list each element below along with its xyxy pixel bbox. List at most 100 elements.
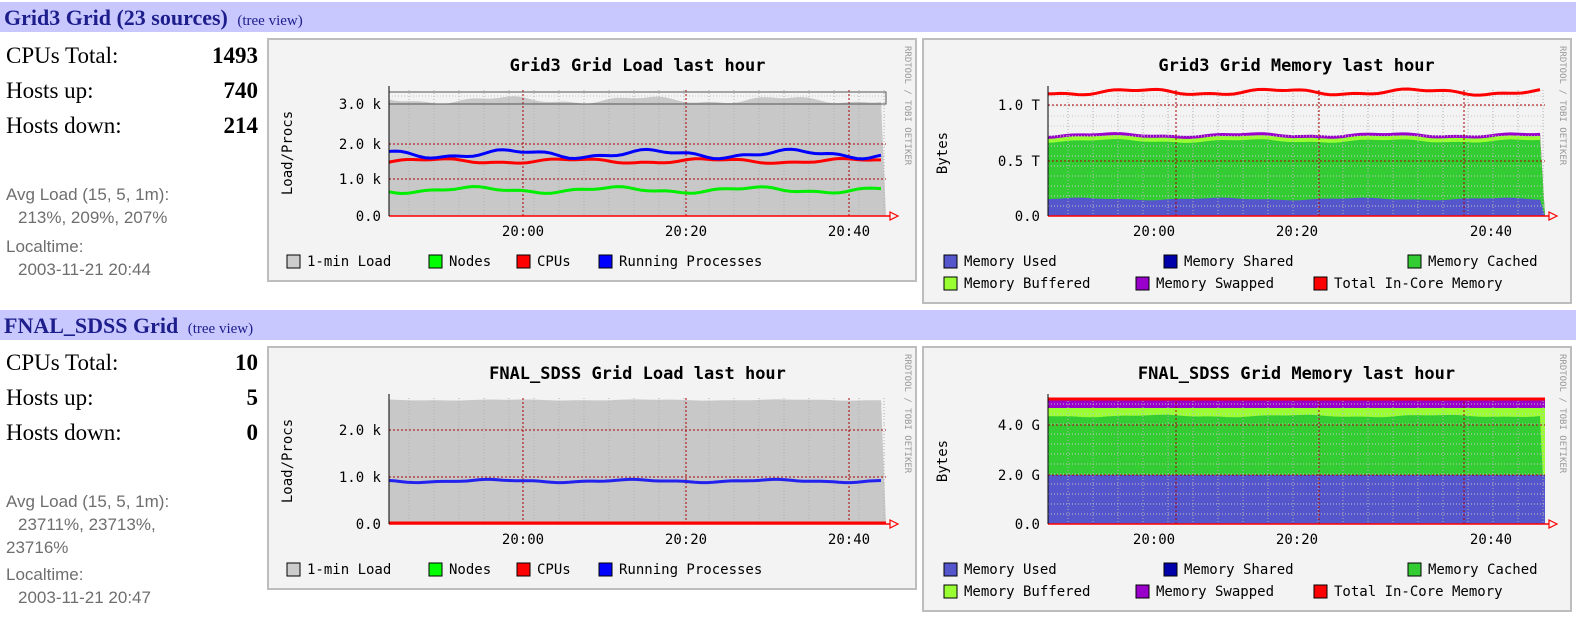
cpus-total-value: 10 xyxy=(235,350,258,375)
x-tick-label: 20:20 xyxy=(1276,532,1318,548)
legend-swatch xyxy=(286,562,301,577)
legend-swatch xyxy=(943,584,958,599)
x-tick-label: 20:00 xyxy=(1133,224,1175,240)
y-tick-label: 0.0 xyxy=(356,517,381,533)
legend-swatch xyxy=(516,562,531,577)
avg-load-value: 213%, 209%, 207% xyxy=(18,208,168,227)
memory-graph[interactable]: Grid3 Grid Memory last hour RRDTOOL / TOB… xyxy=(922,38,1572,304)
nodes-line xyxy=(388,184,882,196)
y-tick-label: 0.0 xyxy=(356,209,381,225)
cpus-total-row: CPUs Total: 10 xyxy=(6,350,258,382)
legend-swatch xyxy=(1313,276,1328,291)
avg-load-label: Avg Load (15, 5, 1m): xyxy=(6,492,170,511)
graph-title: FNAL_SDSS Grid Memory last hour xyxy=(1138,364,1455,384)
y-tick-label: 2.0 G xyxy=(998,468,1040,484)
x-tick-label: 20:40 xyxy=(1470,224,1512,240)
localtime-value: 2003-11-21 20:44 xyxy=(18,260,151,279)
legend-label: Memory Cached xyxy=(1428,254,1538,270)
hosts-down-row: Hosts down: 214 xyxy=(6,113,258,145)
hosts-up-value: 740 xyxy=(223,78,259,103)
legend-label: Memory Shared xyxy=(1184,562,1294,578)
legend-label: Memory Buffered xyxy=(964,584,1090,600)
legend-label: Nodes xyxy=(449,254,491,270)
load-graph[interactable]: Grid3 Grid Load last hour RRDTOOL / TOBI … xyxy=(267,38,917,282)
legend-swatch xyxy=(598,254,613,269)
x-tick-label: 20:20 xyxy=(1276,224,1318,240)
legend-label: CPUs xyxy=(537,562,571,578)
cpus-total-value: 1493 xyxy=(212,43,258,68)
y-tick-label: 3.0 k xyxy=(339,97,382,113)
memory-cached-area xyxy=(1048,139,1545,216)
load-graph-svg: FNAL_SDSS Grid Load last hour RRDTOOL / T… xyxy=(280,354,912,578)
localtime-value: 2003-11-21 20:47 xyxy=(18,588,151,607)
y-tick-label: 1.0 T xyxy=(998,98,1041,114)
grid-name: FNAL_SDSS Grid xyxy=(4,313,179,338)
legend-label: Running Processes xyxy=(619,562,762,578)
y-axis-label: Load/Procs xyxy=(280,419,296,503)
section-header-grid3: Grid3 Grid (23 sources) (tree view) xyxy=(0,2,1576,32)
x-tick-label: 20:40 xyxy=(828,224,870,240)
cpus-total-row: CPUs Total: 1493 xyxy=(6,43,258,75)
x-tick-label: 20:00 xyxy=(502,224,544,240)
legend-label: Memory Used xyxy=(964,254,1057,270)
hosts-up-label: Hosts up: xyxy=(6,78,94,103)
rrdtool-watermark: RRDTOOL / TOBI OETIKER xyxy=(902,46,912,166)
legend-label: Memory Swapped xyxy=(1156,276,1274,292)
legend-label: Running Processes xyxy=(619,254,762,270)
memory-graph[interactable]: FNAL_SDSS Grid Memory last hour RRDTOOL /… xyxy=(922,346,1572,612)
localtime-label: Localtime: xyxy=(6,237,84,256)
tree-view-link[interactable]: (tree view) xyxy=(237,13,303,29)
x-tick-label: 20:00 xyxy=(502,532,544,548)
hosts-down-label: Hosts down: xyxy=(6,113,122,138)
y-tick-label: 4.0 G xyxy=(998,418,1040,434)
legend-label: Memory Used xyxy=(964,562,1057,578)
graph-title: Grid3 Grid Load last hour xyxy=(510,56,766,76)
y-tick-label: 0.5 T xyxy=(998,154,1041,170)
y-axis-label: Bytes xyxy=(935,440,951,482)
y-tick-label: 1.0 k xyxy=(339,172,382,188)
legend-label: Memory Cached xyxy=(1428,562,1538,578)
section-title: FNAL_SDSS Grid (tree view) xyxy=(4,313,253,339)
tree-view-link[interactable]: (tree view) xyxy=(187,321,254,337)
total-in-core-memory-line xyxy=(1047,87,1541,97)
load-graph-svg: Grid3 Grid Load last hour RRDTOOL / TOBI … xyxy=(280,46,912,270)
legend-label: Total In-Core Memory xyxy=(1334,584,1503,600)
legend-swatch xyxy=(943,562,958,577)
legend-swatch xyxy=(1407,254,1422,269)
legend-swatch xyxy=(1135,584,1150,599)
legend-label: Memory Swapped xyxy=(1156,584,1274,600)
legend-label: 1-min Load xyxy=(307,562,391,578)
x-tick-label: 20:20 xyxy=(665,224,707,240)
y-axis-label: Bytes xyxy=(935,132,951,174)
legend-swatch xyxy=(598,562,613,577)
avg-load-value-line1: 23711%, 23713%, xyxy=(18,515,156,534)
memory-graph-svg: FNAL_SDSS Grid Memory last hour RRDTOOL /… xyxy=(935,354,1567,600)
load-graph[interactable]: FNAL_SDSS Grid Load last hour RRDTOOL / T… xyxy=(267,346,917,590)
x-tick-label: 20:40 xyxy=(828,532,870,548)
running-processes-line xyxy=(388,477,882,485)
y-tick-label: 2.0 k xyxy=(339,423,382,439)
legend-label: CPUs xyxy=(537,254,571,270)
y-tick-label: 0.0 xyxy=(1015,209,1040,225)
grid-load-info: Avg Load (15, 5, 1m): 23711%, 23713%, 23… xyxy=(6,490,256,609)
avg-load-label: Avg Load (15, 5, 1m): xyxy=(6,185,170,204)
y-tick-label: 0.0 xyxy=(1015,517,1040,533)
section-title: Grid3 Grid (23 sources) (tree view) xyxy=(4,5,303,31)
x-tick-label: 20:20 xyxy=(665,532,707,548)
cpus-total-label: CPUs Total: xyxy=(6,350,119,375)
x-axis-arrow xyxy=(1548,519,1559,529)
hosts-up-row: Hosts up: 740 xyxy=(6,78,258,110)
x-tick-label: 20:40 xyxy=(1470,532,1512,548)
hosts-down-value: 0 xyxy=(246,420,259,445)
grid-load-info: Avg Load (15, 5, 1m): 213%, 209%, 207% L… xyxy=(6,183,256,281)
graph-title: FNAL_SDSS Grid Load last hour xyxy=(489,364,786,384)
hosts-down-label: Hosts down: xyxy=(6,420,122,445)
legend-label: 1-min Load xyxy=(307,254,391,270)
y-tick-label: 2.0 k xyxy=(339,137,382,153)
x-tick-label: 20:00 xyxy=(1133,532,1175,548)
x-axis-arrow xyxy=(1548,211,1559,221)
running-processes-line xyxy=(388,147,882,161)
graph-title: Grid3 Grid Memory last hour xyxy=(1158,56,1434,76)
rrdtool-watermark: RRDTOOL / TOBI OETIKER xyxy=(1557,46,1567,166)
section-header-fnal-sdss: FNAL_SDSS Grid (tree view) xyxy=(0,310,1576,340)
